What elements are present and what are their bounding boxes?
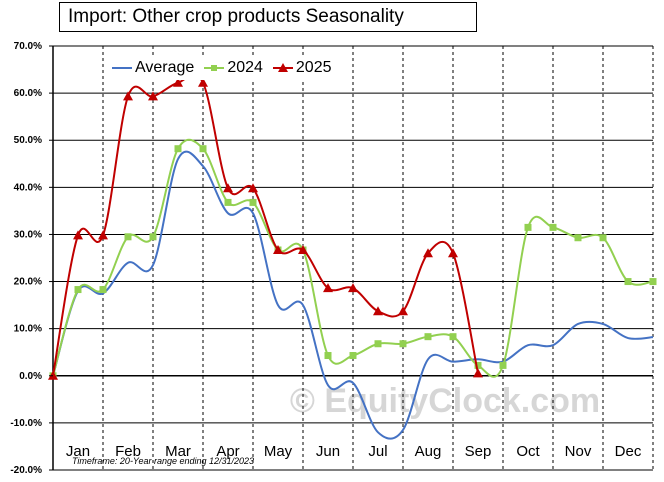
data-point [474,361,482,369]
data-point [399,340,407,348]
data-point [324,352,332,360]
x-axis-ticks: Jan Feb Mar Apr May Jun Jul Aug Sep Oct Nov Dec [66,443,642,460]
data-point [549,223,557,231]
y-tick-label: -10.0% [10,418,42,429]
y-tick-label: 10.0% [14,324,42,335]
data-point [448,248,458,258]
data-point [249,198,257,206]
data-point [223,183,233,193]
legend-swatch-2025 [272,63,293,72]
footnote: Timeframe: 20-Year range ending 12/31/20… [72,456,255,466]
data-point [599,234,607,242]
data-point [473,368,483,378]
legend-item-2025: 2025 [272,59,332,77]
series-layer [48,73,657,440]
data-point [174,145,182,153]
data-point [449,333,457,341]
x-tick-label: Sep [465,443,492,460]
y-tick-label: 50.0% [14,135,42,146]
data-point [348,283,358,293]
x-tick-label: Aug [415,443,442,460]
x-tick-label: Jul [368,443,387,460]
legend-label-average: Average [135,59,195,76]
legend-item-average: Average [112,59,194,77]
axes [52,46,653,471]
data-point [624,278,632,286]
data-point [224,198,232,206]
legend-item-2024: 2024 [204,59,263,77]
legend-label-2024: 2024 [227,59,263,76]
y-tick-label: 60.0% [14,88,42,99]
data-point [148,91,158,101]
data-point [323,283,333,293]
data-point [74,286,82,294]
x-tick-label: Jun [316,443,340,460]
data-point [373,306,383,316]
data-point [423,248,433,258]
data-point [374,340,382,348]
y-tick-label: 70.0% [14,41,42,52]
legend-swatch-average [112,67,132,69]
data-point [73,230,83,240]
legend: Average 2024 2025 [112,56,342,80]
y-tick-label: 0.0% [19,371,42,382]
series-2024 [49,138,657,380]
x-tick-label: Oct [516,443,540,460]
x-tick-label: Nov [565,443,592,460]
data-point [398,306,408,316]
x-tick-label: Jan [66,443,90,460]
y-axis-ticks: -20.0% -10.0% 0.0% 10.0% 20.0% 30.0% 40.0% 50.0… [10,41,53,476]
legend-label-2025: 2025 [295,59,332,76]
chart-title: Import: Other crop products Seasonality [59,2,477,32]
x-tick-label: Mar [165,443,191,460]
data-point [199,145,207,153]
series-line [52,150,654,440]
x-tick-label: Feb [115,443,141,460]
data-point [98,230,108,240]
data-point [173,77,183,87]
data-point [248,183,258,193]
data-point [349,352,357,360]
y-tick-label: 30.0% [14,229,42,240]
watermark: © EquityClock.com [290,382,600,420]
data-point [424,333,432,341]
y-tick-label: -20.0% [10,465,42,476]
data-point [298,244,308,254]
x-tick-label: Apr [216,443,239,460]
data-point [149,233,157,241]
data-point [99,286,107,294]
data-point [649,278,657,286]
data-point [198,77,208,87]
data-point [124,233,132,241]
data-point [123,91,133,101]
y-tick-label: 40.0% [14,182,42,193]
y-tick-label: 20.0% [14,277,42,288]
series-2025 [48,73,483,380]
x-tick-label: Dec [615,443,642,460]
data-point [499,361,507,369]
data-point [273,244,283,254]
series-average [52,150,654,440]
x-tick-label: May [264,443,293,460]
data-point [574,234,582,242]
data-point [524,223,532,231]
legend-swatch-2024 [204,65,225,71]
